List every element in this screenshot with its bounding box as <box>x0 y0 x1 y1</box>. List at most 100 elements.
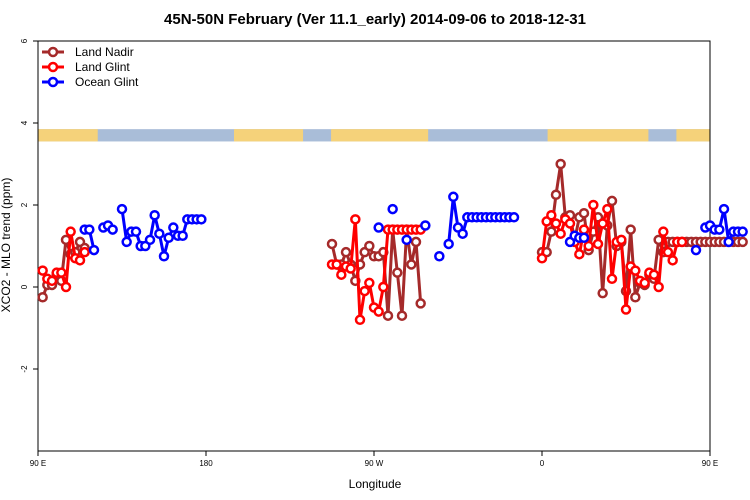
legend-label: Land Glint <box>75 60 130 74</box>
data-point <box>555 228 566 239</box>
data-point <box>588 199 599 211</box>
data-point <box>578 232 590 244</box>
data-point <box>578 207 590 219</box>
data-point <box>350 214 361 225</box>
data-point <box>373 306 384 317</box>
data-point <box>639 277 650 289</box>
data-point <box>364 240 375 252</box>
legend-marker <box>47 61 59 73</box>
land-band <box>38 129 98 142</box>
y-axis-label: XCO2 - MLO trend (ppm) <box>0 178 13 313</box>
legend-label: Ocean Glint <box>75 75 139 89</box>
data-point <box>354 314 366 326</box>
data-point <box>630 265 641 276</box>
data-point <box>564 218 576 229</box>
data-point <box>574 248 585 260</box>
data-point <box>158 251 170 262</box>
land-band <box>547 129 649 142</box>
data-point <box>340 246 352 258</box>
data-point <box>667 255 678 266</box>
data-point <box>336 269 347 280</box>
data-point <box>676 236 688 248</box>
data-point <box>690 244 702 256</box>
data-point <box>121 236 132 248</box>
data-point <box>546 226 557 237</box>
x-axis: 90 E 180 90 W 0 90 E <box>30 451 718 468</box>
x-tick-label: 180 <box>199 459 213 468</box>
data-point <box>116 203 128 215</box>
data-point <box>597 287 608 299</box>
data-point <box>37 292 48 303</box>
data-point <box>56 267 67 278</box>
y-tick-label: 2 <box>20 202 29 207</box>
data-point <box>130 226 142 237</box>
data-point <box>144 234 156 246</box>
data-point <box>602 203 613 215</box>
x-tick-label: 0 <box>540 459 545 468</box>
data-point <box>410 236 422 248</box>
data-point <box>401 234 412 246</box>
data-point <box>177 230 188 241</box>
data-point <box>326 238 338 250</box>
land-band <box>676 129 710 142</box>
data-point <box>658 226 669 237</box>
land-ocean-strip <box>38 129 710 142</box>
data-point <box>378 281 389 293</box>
data-point <box>508 212 520 223</box>
data-point <box>625 224 636 235</box>
data-point <box>536 253 548 264</box>
data-point <box>457 228 468 239</box>
data-point <box>392 267 403 278</box>
data-point <box>737 226 748 237</box>
data-point <box>406 259 417 270</box>
data-point <box>630 292 641 303</box>
data-point <box>648 269 660 280</box>
legend-marker <box>47 76 59 88</box>
data-point <box>359 285 370 297</box>
chart-title: 45N-50N February (Ver 11.1_early) 2014-0… <box>164 11 586 28</box>
y-tick-label: 0 <box>20 284 29 289</box>
data-point <box>382 310 394 321</box>
data-point <box>662 246 674 258</box>
y-axis: -2 0 2 4 6 <box>20 38 38 373</box>
data-point <box>345 263 356 274</box>
data-point <box>84 224 95 235</box>
data-point <box>718 203 730 215</box>
data-point <box>546 210 557 221</box>
x-tick-label: 90 E <box>702 459 718 468</box>
data-point <box>364 277 375 289</box>
data-point <box>597 218 608 229</box>
data-point <box>107 224 118 235</box>
data-point <box>550 189 562 200</box>
legend-label: Land Nadir <box>75 45 134 59</box>
series-layer <box>37 158 748 326</box>
x-tick-label: 90 E <box>30 459 46 468</box>
data-point <box>555 158 566 170</box>
data-point <box>443 238 454 250</box>
series-2 <box>79 191 748 262</box>
data-point <box>434 251 445 262</box>
data-point <box>163 232 174 244</box>
data-point <box>616 234 627 246</box>
data-point <box>46 275 58 287</box>
data-point <box>714 224 725 235</box>
data-point <box>578 224 590 235</box>
y-tick-label: 4 <box>20 120 29 125</box>
data-point <box>415 298 426 309</box>
data-point <box>387 203 398 215</box>
data-point <box>737 236 748 248</box>
data-point <box>550 218 562 229</box>
data-point <box>74 255 86 266</box>
y-tick-label: -2 <box>20 365 29 373</box>
x-axis-label: Longitude <box>349 477 402 491</box>
data-point <box>620 304 632 315</box>
land-band <box>331 129 429 142</box>
data-point <box>583 240 594 252</box>
data-point <box>373 222 384 233</box>
legend-marker <box>47 46 59 58</box>
data-point <box>448 191 459 203</box>
data-point <box>60 281 72 293</box>
data-point <box>196 214 207 225</box>
